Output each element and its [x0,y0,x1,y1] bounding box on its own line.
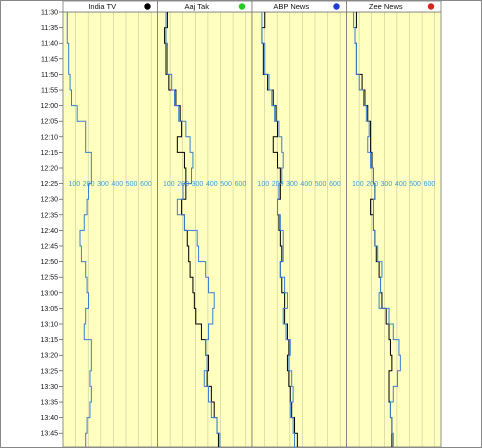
y-tick-label: 11:35 [41,25,58,32]
series-line [165,12,221,447]
panel-zee-news: Zee News 100 200 300 400 500 600 [346,1,442,447]
y-tick-label: 13:25 [40,368,58,375]
y-tick-label: 12:20 [40,166,58,173]
y-tick-label: 13:45 [40,431,58,438]
y-tick-label: 12:55 [40,275,58,282]
x-tick-label: 300 [286,181,298,188]
x-tick-label: 300 [97,181,109,188]
y-tick-label: 12:50 [40,259,58,266]
panel-background [346,12,441,447]
y-tick-label: 12:10 [40,134,58,141]
x-tick-label: 500 [315,181,327,188]
y-tick-label: 13:10 [40,322,58,329]
x-tick-label: 400 [395,181,407,188]
x-tick-label: 300 [192,181,204,188]
x-tick-label: 400 [300,181,312,188]
panel-title: Zee News [369,2,403,11]
legend-dot [238,3,246,10]
y-tick-label: 12:35 [40,212,58,219]
y-tick-label: 12:25 [40,181,58,188]
y-tick-label: 13:30 [40,384,58,391]
x-tick-label: 500 [220,181,232,188]
x-tick-label: 600 [235,181,247,188]
y-tick-label: 12:40 [40,228,58,235]
legend-dot [333,3,340,10]
x-tick-label: 400 [206,181,218,188]
x-tick-label: 100 [352,181,364,188]
y-tick-label: 13:05 [40,306,58,313]
x-tick-label: 600 [329,181,341,188]
legend-dot [144,3,151,10]
panel-title: India TV [88,2,116,11]
panel-header [346,1,442,13]
y-tick-label: 11:50 [41,72,58,79]
y-tick-label: 11:40 [41,41,58,48]
y-tick-label: 12:45 [40,244,58,251]
x-tick-label: 200 [272,181,284,188]
x-tick-label: 200 [366,181,378,188]
y-tick-label: 13:00 [40,290,58,297]
x-tick-label: 100 [68,181,80,188]
series-line [353,12,401,447]
y-tick-label: 12:30 [40,197,58,204]
y-tick-label: 12:05 [40,119,58,126]
panel-abp-news: ABP News 100 200 300 400 500 600 [251,1,347,447]
panel-background [63,12,158,447]
legend-dot [427,3,435,10]
series-line [261,12,296,447]
y-tick-label: 12:15 [40,150,58,157]
y-tick-label: 12:00 [40,103,58,110]
y-tick-label: 11:55 [41,88,58,95]
panel-title: ABP News [273,2,309,11]
x-tick-label: 400 [111,181,123,188]
x-tick-label: 100 [163,181,175,188]
x-tick-label: 600 [140,181,152,188]
y-tick-label: 13:20 [40,353,58,360]
x-tick-label: 500 [126,181,138,188]
y-tick-label: 11:30 [41,10,58,17]
x-tick-label: 500 [409,181,421,188]
series-line [66,12,92,447]
y-tick-label: 11:45 [41,56,58,63]
y-tick-label: 13:40 [40,415,58,422]
y-tick-label: 13:35 [40,400,58,407]
x-tick-label: 100 [257,181,269,188]
panel-title: Aaj Tak [185,2,210,11]
y-tick-label: 13:15 [40,337,58,344]
panel-background [252,12,347,447]
x-tick-label: 600 [424,181,436,188]
x-tick-label: 300 [381,181,393,188]
